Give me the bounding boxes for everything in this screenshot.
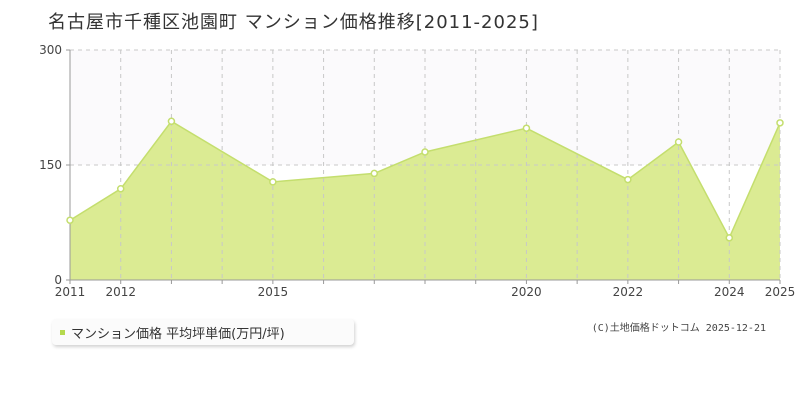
- y-tick-label-150: 150: [39, 158, 62, 172]
- x-tick-label-2025: 2025: [765, 285, 796, 299]
- x-tick-label-2022: 2022: [613, 285, 644, 299]
- legend[interactable]: マンション価格 平均坪単価(万円/坪): [52, 319, 354, 345]
- data-point-2011: [66, 216, 74, 224]
- data-point-2020: [522, 124, 531, 132]
- data-point-2013: [167, 117, 176, 126]
- data-point-2023: [674, 138, 683, 146]
- y-tick-label-300: 300: [39, 43, 62, 57]
- copyright-text: (C)土地価格ドットコム 2025-12-21: [591, 323, 766, 334]
- data-point-2017: [370, 169, 379, 178]
- data-point-2022: [624, 175, 632, 184]
- data-point-2015: [269, 178, 277, 186]
- y-tick-label-0: 0: [54, 273, 62, 287]
- data-point-2025: [776, 119, 784, 127]
- x-tick-label-2024: 2024: [714, 285, 745, 299]
- data-point-2018: [421, 148, 429, 156]
- area-fill: [70, 121, 780, 280]
- price-area-chart: 0 150 300 2011 2012 2015 2020 2022 2024 2025: [39, 43, 796, 299]
- x-tick-label-2012: 2012: [105, 285, 136, 299]
- x-tick-label-2020: 2020: [511, 285, 542, 299]
- x-tick-label-2011: 2011: [55, 285, 86, 299]
- data-point-2024: [725, 234, 734, 242]
- chart-title: 名古屋市千種区池園町 マンション価格推移[2011-2025]: [48, 12, 539, 33]
- x-tick-label-2015: 2015: [258, 285, 289, 299]
- data-point-2012: [116, 185, 125, 193]
- legend-marker-icon: [60, 329, 65, 335]
- legend-label: マンション価格 平均坪単価(万円/坪): [71, 326, 285, 342]
